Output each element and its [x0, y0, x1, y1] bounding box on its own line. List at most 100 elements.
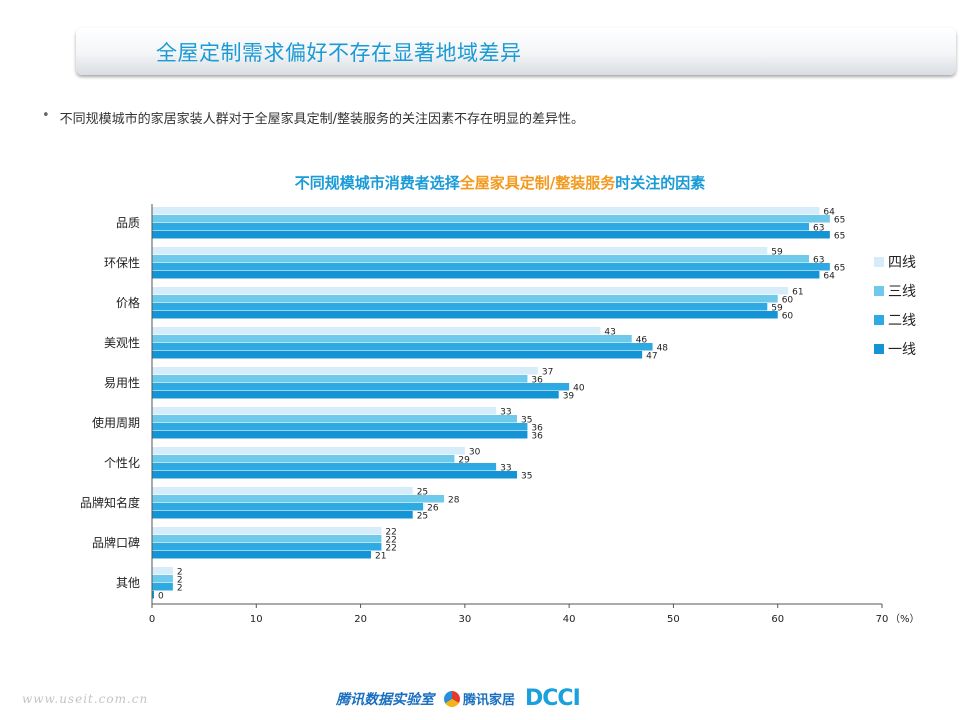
bar [152, 487, 413, 495]
title-bar: 全屋定制需求偏好不存在显著地域差异 [76, 28, 956, 75]
data-label: 40 [573, 384, 585, 394]
data-label: 59 [771, 304, 783, 314]
data-label: 63 [813, 256, 824, 266]
data-label: 46 [636, 336, 648, 346]
bar [152, 407, 497, 415]
tencent-home-icon [444, 690, 460, 707]
category-label: 品牌口碑 [92, 535, 140, 550]
data-label: 22 [385, 544, 396, 554]
data-label: 35 [521, 416, 532, 426]
bar [152, 431, 528, 439]
category-label: 品牌知名度 [80, 495, 140, 510]
category-label: 其他 [116, 576, 140, 590]
bar [152, 495, 444, 503]
bar [152, 247, 768, 255]
data-label: 48 [657, 344, 669, 354]
chart-title: 不同规模城市消费者选择全屋家具定制/整装服务时关注的因素 [0, 172, 960, 193]
chart-title-part1: 不同规模城市消费者选择 [294, 174, 460, 192]
data-label: 36 [531, 376, 543, 386]
data-label: 29 [458, 456, 470, 466]
bar [152, 311, 778, 319]
bar [152, 343, 653, 351]
bar [152, 383, 570, 391]
x-tick-label: 0 [149, 614, 155, 625]
bar [152, 263, 830, 271]
chart-title-part2: 时关注的因素 [615, 174, 706, 192]
bar [152, 271, 820, 279]
x-tick-label: 10 [250, 614, 263, 625]
bar [152, 287, 789, 295]
bar [152, 551, 371, 559]
bar [152, 423, 528, 431]
bar [152, 535, 382, 543]
footer-url: www.useit.com.cn [22, 692, 149, 706]
data-label: 35 [521, 472, 532, 482]
data-label: 43 [604, 328, 615, 338]
dcci-logo: DCCI [525, 686, 581, 711]
x-axis-unit: （%） [890, 613, 920, 625]
x-tick-label: 30 [458, 614, 471, 625]
data-label: 64 [823, 208, 835, 218]
data-label: 33 [500, 464, 511, 474]
legend-swatch [874, 286, 884, 296]
category-label: 价格 [116, 295, 140, 310]
bar [152, 471, 517, 479]
x-tick-label: 40 [563, 614, 576, 625]
data-label: 65 [834, 264, 845, 274]
legend-label: 一线 [888, 342, 916, 358]
bar [152, 543, 382, 551]
legend-label: 二线 [888, 313, 916, 329]
data-label: 2 [177, 568, 183, 578]
bar [152, 455, 455, 463]
data-label: 36 [531, 432, 543, 442]
bar [152, 327, 601, 335]
data-label: 60 [782, 296, 794, 306]
bar [152, 231, 830, 239]
data-label: 22 [385, 528, 396, 538]
bar [152, 391, 559, 399]
category-label: 个性化 [104, 456, 140, 470]
legend-swatch [874, 315, 884, 325]
bar [152, 295, 778, 303]
bar [152, 503, 424, 511]
data-label: 2 [177, 584, 183, 594]
data-label: 0 [158, 592, 164, 602]
tencent-home-logo: 腾讯家居 [444, 689, 515, 708]
data-label: 26 [427, 504, 439, 514]
data-label: 21 [375, 552, 386, 562]
x-tick-label: 50 [667, 614, 680, 625]
tencent-home-label: 腾讯家居 [463, 693, 516, 708]
bar [152, 375, 528, 383]
data-label: 39 [563, 392, 575, 402]
category-label: 品质 [116, 216, 140, 230]
category-label: 易用性 [104, 376, 140, 390]
footer-logos: 腾讯数据实验室 腾讯家居 DCCI [336, 686, 581, 711]
data-label: 36 [531, 424, 543, 434]
data-label: 60 [782, 312, 794, 322]
bar [152, 207, 820, 215]
data-label: 33 [500, 408, 511, 418]
data-label: 64 [823, 272, 835, 282]
bar [152, 215, 830, 223]
bar [152, 591, 154, 599]
bar [152, 567, 173, 575]
data-label: 63 [813, 224, 824, 234]
data-label: 47 [646, 352, 657, 362]
legend-swatch [874, 257, 884, 267]
bar [152, 575, 173, 583]
bullet-dot: • [42, 108, 50, 123]
chart-title-highlight: 全屋家具定制/整装服务 [459, 174, 616, 192]
legend-label: 三线 [888, 284, 916, 300]
data-label: 59 [771, 248, 783, 258]
bar [152, 463, 497, 471]
bullet-text: 不同规模城市的家居家装人群对于全屋家具定制/整装服务的关注因素不存在明显的差异性… [59, 112, 585, 127]
data-label: 61 [792, 288, 803, 298]
bar [152, 255, 809, 263]
tencent-data-lab-logo: 腾讯数据实验室 [336, 691, 434, 708]
legend-label: 四线 [888, 255, 916, 271]
data-label: 65 [834, 216, 845, 226]
bar [152, 415, 517, 423]
category-label: 使用周期 [92, 415, 140, 430]
bar [152, 583, 173, 591]
